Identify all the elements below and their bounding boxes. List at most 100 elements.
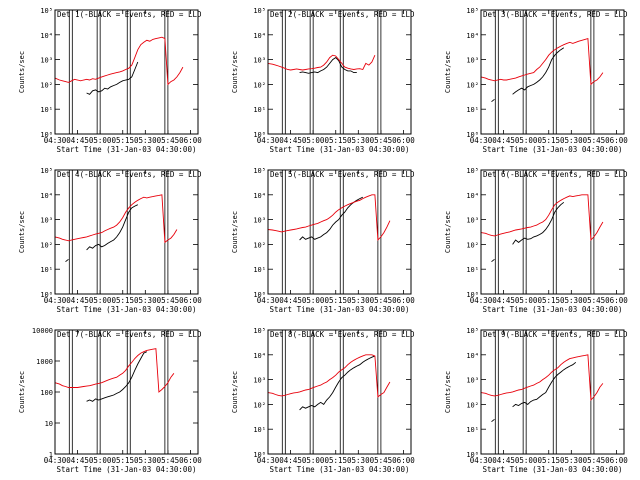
x-tick-label: 05:00 (89, 296, 112, 305)
y-tick-label: 10² (466, 401, 479, 409)
x-tick-label: 05:15 (324, 456, 347, 465)
series-lld-det7 (54, 348, 175, 393)
plot-frame (54, 329, 199, 455)
plot-title: Det 8(-BLACK = Events, RED = LLD (270, 330, 415, 339)
y-tick-label: 10⁰ (253, 131, 266, 139)
y-tick-label: 10² (253, 401, 266, 409)
y-tick-label: 10⁵ (253, 167, 266, 175)
y-tick-label: 10¹ (40, 106, 53, 114)
y-tick-label: 10⁰ (40, 291, 53, 299)
series-events-det5 (299, 196, 363, 241)
y-tick-label: 10⁴ (40, 32, 53, 40)
x-axis-label: Start Time (31-Jan-03 04:30:00) (57, 465, 197, 474)
x-tick-label: 04:45 (279, 296, 302, 305)
x-tick-label: 05:00 (515, 296, 538, 305)
y-tick-label: 10³ (40, 217, 53, 225)
plot-frame (267, 329, 412, 455)
y-tick-label: 10¹ (466, 426, 479, 434)
plot-panel-det3: 04:30 04:45 05:00 05:15 05:30 05:45 06:00 10⁰ 10… (444, 7, 628, 154)
series-lld-det6 (480, 194, 604, 242)
x-tick-label: 05:45 (370, 296, 393, 305)
x-tick-label: 05:00 (302, 136, 325, 145)
x-tick-label: 04:30 (257, 296, 280, 305)
x-tick-label: 05:15 (111, 136, 134, 145)
x-tick-label: 05:00 (302, 296, 325, 305)
x-tick-label: 06:00 (392, 456, 415, 465)
plot-title: Det 2(-BLACK = Events, RED = LLD (270, 10, 415, 19)
y-tick-label: 10³ (466, 377, 479, 385)
x-tick-label: 04:30 (257, 136, 280, 145)
x-tick-label: 04:45 (492, 296, 515, 305)
plot-title: Det 5(-BLACK = Events, RED = LLD (270, 170, 415, 179)
x-tick-label: 04:30 (44, 296, 67, 305)
series-events-det2 (299, 57, 357, 74)
y-tick-label: 10000 (32, 327, 53, 335)
y-tick-label: 10⁵ (466, 327, 479, 335)
x-tick-label: 06:00 (392, 296, 415, 305)
y-tick-label: 10⁵ (466, 167, 479, 175)
y-tick-label: 10¹ (466, 106, 479, 114)
x-tick-label: 04:30 (257, 456, 280, 465)
x-tick-label: 05:15 (537, 456, 560, 465)
x-tick-label: 05:30 (134, 456, 157, 465)
plot-title: Det 7(-BLACK = Events, RED = LLD (57, 330, 202, 339)
x-tick-label: 05:15 (111, 456, 134, 465)
plot-panel-det7: 04:30 04:45 05:00 05:15 05:30 05:45 06:00 1 10 10… (18, 327, 202, 474)
x-tick-label: 05:45 (583, 296, 606, 305)
x-tick-label: 04:30 (470, 296, 493, 305)
x-tick-label: 05:45 (157, 456, 180, 465)
plot-panel-det4: 04:30 04:45 05:00 05:15 05:30 05:45 06:00 10⁰ 10… (18, 167, 202, 314)
x-tick-label: 05:15 (324, 296, 347, 305)
x-axis-label: Start Time (31-Jan-03 04:30:00) (483, 465, 623, 474)
x-tick-label: 05:15 (537, 136, 560, 145)
y-tick-label: 10⁴ (253, 32, 266, 40)
x-tick-label: 05:30 (560, 296, 583, 305)
x-tick-label: 04:30 (44, 136, 67, 145)
x-tick-label: 04:45 (279, 456, 302, 465)
x-tick-label: 05:00 (89, 136, 112, 145)
y-axis-label: Counts/sec (231, 211, 239, 253)
x-tick-label: 06:00 (605, 136, 628, 145)
x-tick-label: 06:00 (392, 136, 415, 145)
plot-frame (267, 9, 412, 135)
x-tick-label: 05:30 (134, 296, 157, 305)
series-events-det3 (491, 47, 565, 103)
x-tick-label: 06:00 (179, 456, 202, 465)
plot-title: Det 3(-BLACK = Events, RED = LLD (483, 10, 628, 19)
y-tick-label: 10⁴ (466, 352, 479, 360)
y-tick-label: 10² (466, 241, 479, 249)
x-tick-label: 04:45 (66, 136, 89, 145)
y-tick-label: 10³ (40, 57, 53, 65)
y-tick-label: 10³ (466, 217, 479, 225)
series-lld-det1 (54, 36, 184, 86)
y-tick-label: 10⁴ (466, 192, 479, 200)
series-events-det4 (65, 204, 138, 263)
y-tick-label: 10⁰ (253, 451, 266, 459)
plot-frame (54, 169, 199, 295)
plot-panel-det9: 04:30 04:45 05:00 05:15 05:30 05:45 06:00 10⁰ 10… (444, 327, 628, 474)
x-tick-label: 05:15 (111, 296, 134, 305)
y-tick-label: 10⁰ (466, 451, 479, 459)
series-events-det6 (491, 201, 565, 263)
x-tick-label: 06:00 (605, 296, 628, 305)
y-tick-label: 1000 (36, 358, 53, 366)
series-lld-det3 (480, 38, 604, 86)
series-lld-det8 (267, 354, 391, 398)
plot-frame (480, 169, 625, 295)
y-tick-label: 10¹ (253, 426, 266, 434)
y-axis-label: Counts/sec (444, 371, 452, 413)
x-tick-label: 05:45 (370, 136, 393, 145)
y-tick-label: 10³ (466, 57, 479, 65)
y-tick-label: 10⁵ (466, 7, 479, 15)
x-tick-label: 06:00 (179, 136, 202, 145)
x-axis-label: Start Time (31-Jan-03 04:30:00) (57, 145, 197, 154)
x-tick-label: 04:30 (44, 456, 67, 465)
y-tick-label: 1 (49, 451, 53, 459)
y-tick-label: 10³ (253, 57, 266, 65)
x-tick-label: 04:45 (279, 136, 302, 145)
y-tick-label: 10² (466, 81, 479, 89)
y-tick-label: 10⁰ (40, 131, 53, 139)
y-tick-label: 10² (40, 81, 53, 89)
x-axis-label: Start Time (31-Jan-03 04:30:00) (483, 305, 623, 314)
